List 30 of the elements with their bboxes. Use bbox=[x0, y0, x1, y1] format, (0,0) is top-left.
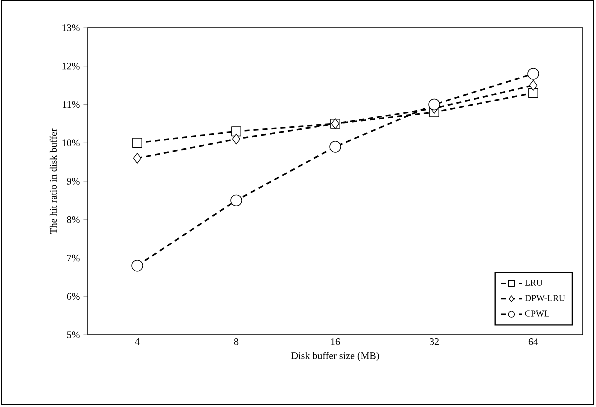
point bbox=[132, 260, 144, 272]
y-axis-title: The hit ratio in disk buffer bbox=[50, 128, 57, 234]
point bbox=[232, 134, 241, 145]
legend-label: DPW-LRU bbox=[525, 295, 566, 302]
point bbox=[330, 141, 342, 153]
x-axis-title: Disk buffer size (MB) bbox=[292, 352, 380, 362]
point bbox=[528, 68, 540, 80]
point bbox=[232, 126, 242, 137]
x-tick-label: 16 bbox=[331, 338, 340, 346]
y-tick-label: 13% bbox=[62, 24, 80, 32]
x-tick-label: 64 bbox=[528, 338, 538, 346]
y-tick-label: 5% bbox=[67, 332, 80, 338]
y-tick-label: 6% bbox=[67, 293, 80, 300]
y-tick-label: 8% bbox=[67, 216, 80, 224]
y-tick-label: 7% bbox=[68, 254, 80, 262]
legend-label: CPWL bbox=[525, 310, 550, 317]
point bbox=[528, 88, 538, 98]
y-tick-label: 12% bbox=[62, 62, 80, 70]
point bbox=[428, 98, 440, 111]
x-tick-label: 4 bbox=[135, 338, 140, 346]
point bbox=[133, 153, 142, 164]
y-tick-label: 10% bbox=[62, 140, 80, 147]
legend-label: LRU bbox=[525, 280, 543, 286]
point bbox=[230, 194, 242, 207]
point bbox=[132, 138, 142, 148]
y-tick-label: 9% bbox=[67, 178, 80, 185]
x-tick-label: 8 bbox=[234, 338, 239, 346]
x-tick-label: 32 bbox=[430, 338, 439, 346]
point bbox=[529, 80, 538, 91]
y-tick-label: 11% bbox=[63, 101, 80, 108]
